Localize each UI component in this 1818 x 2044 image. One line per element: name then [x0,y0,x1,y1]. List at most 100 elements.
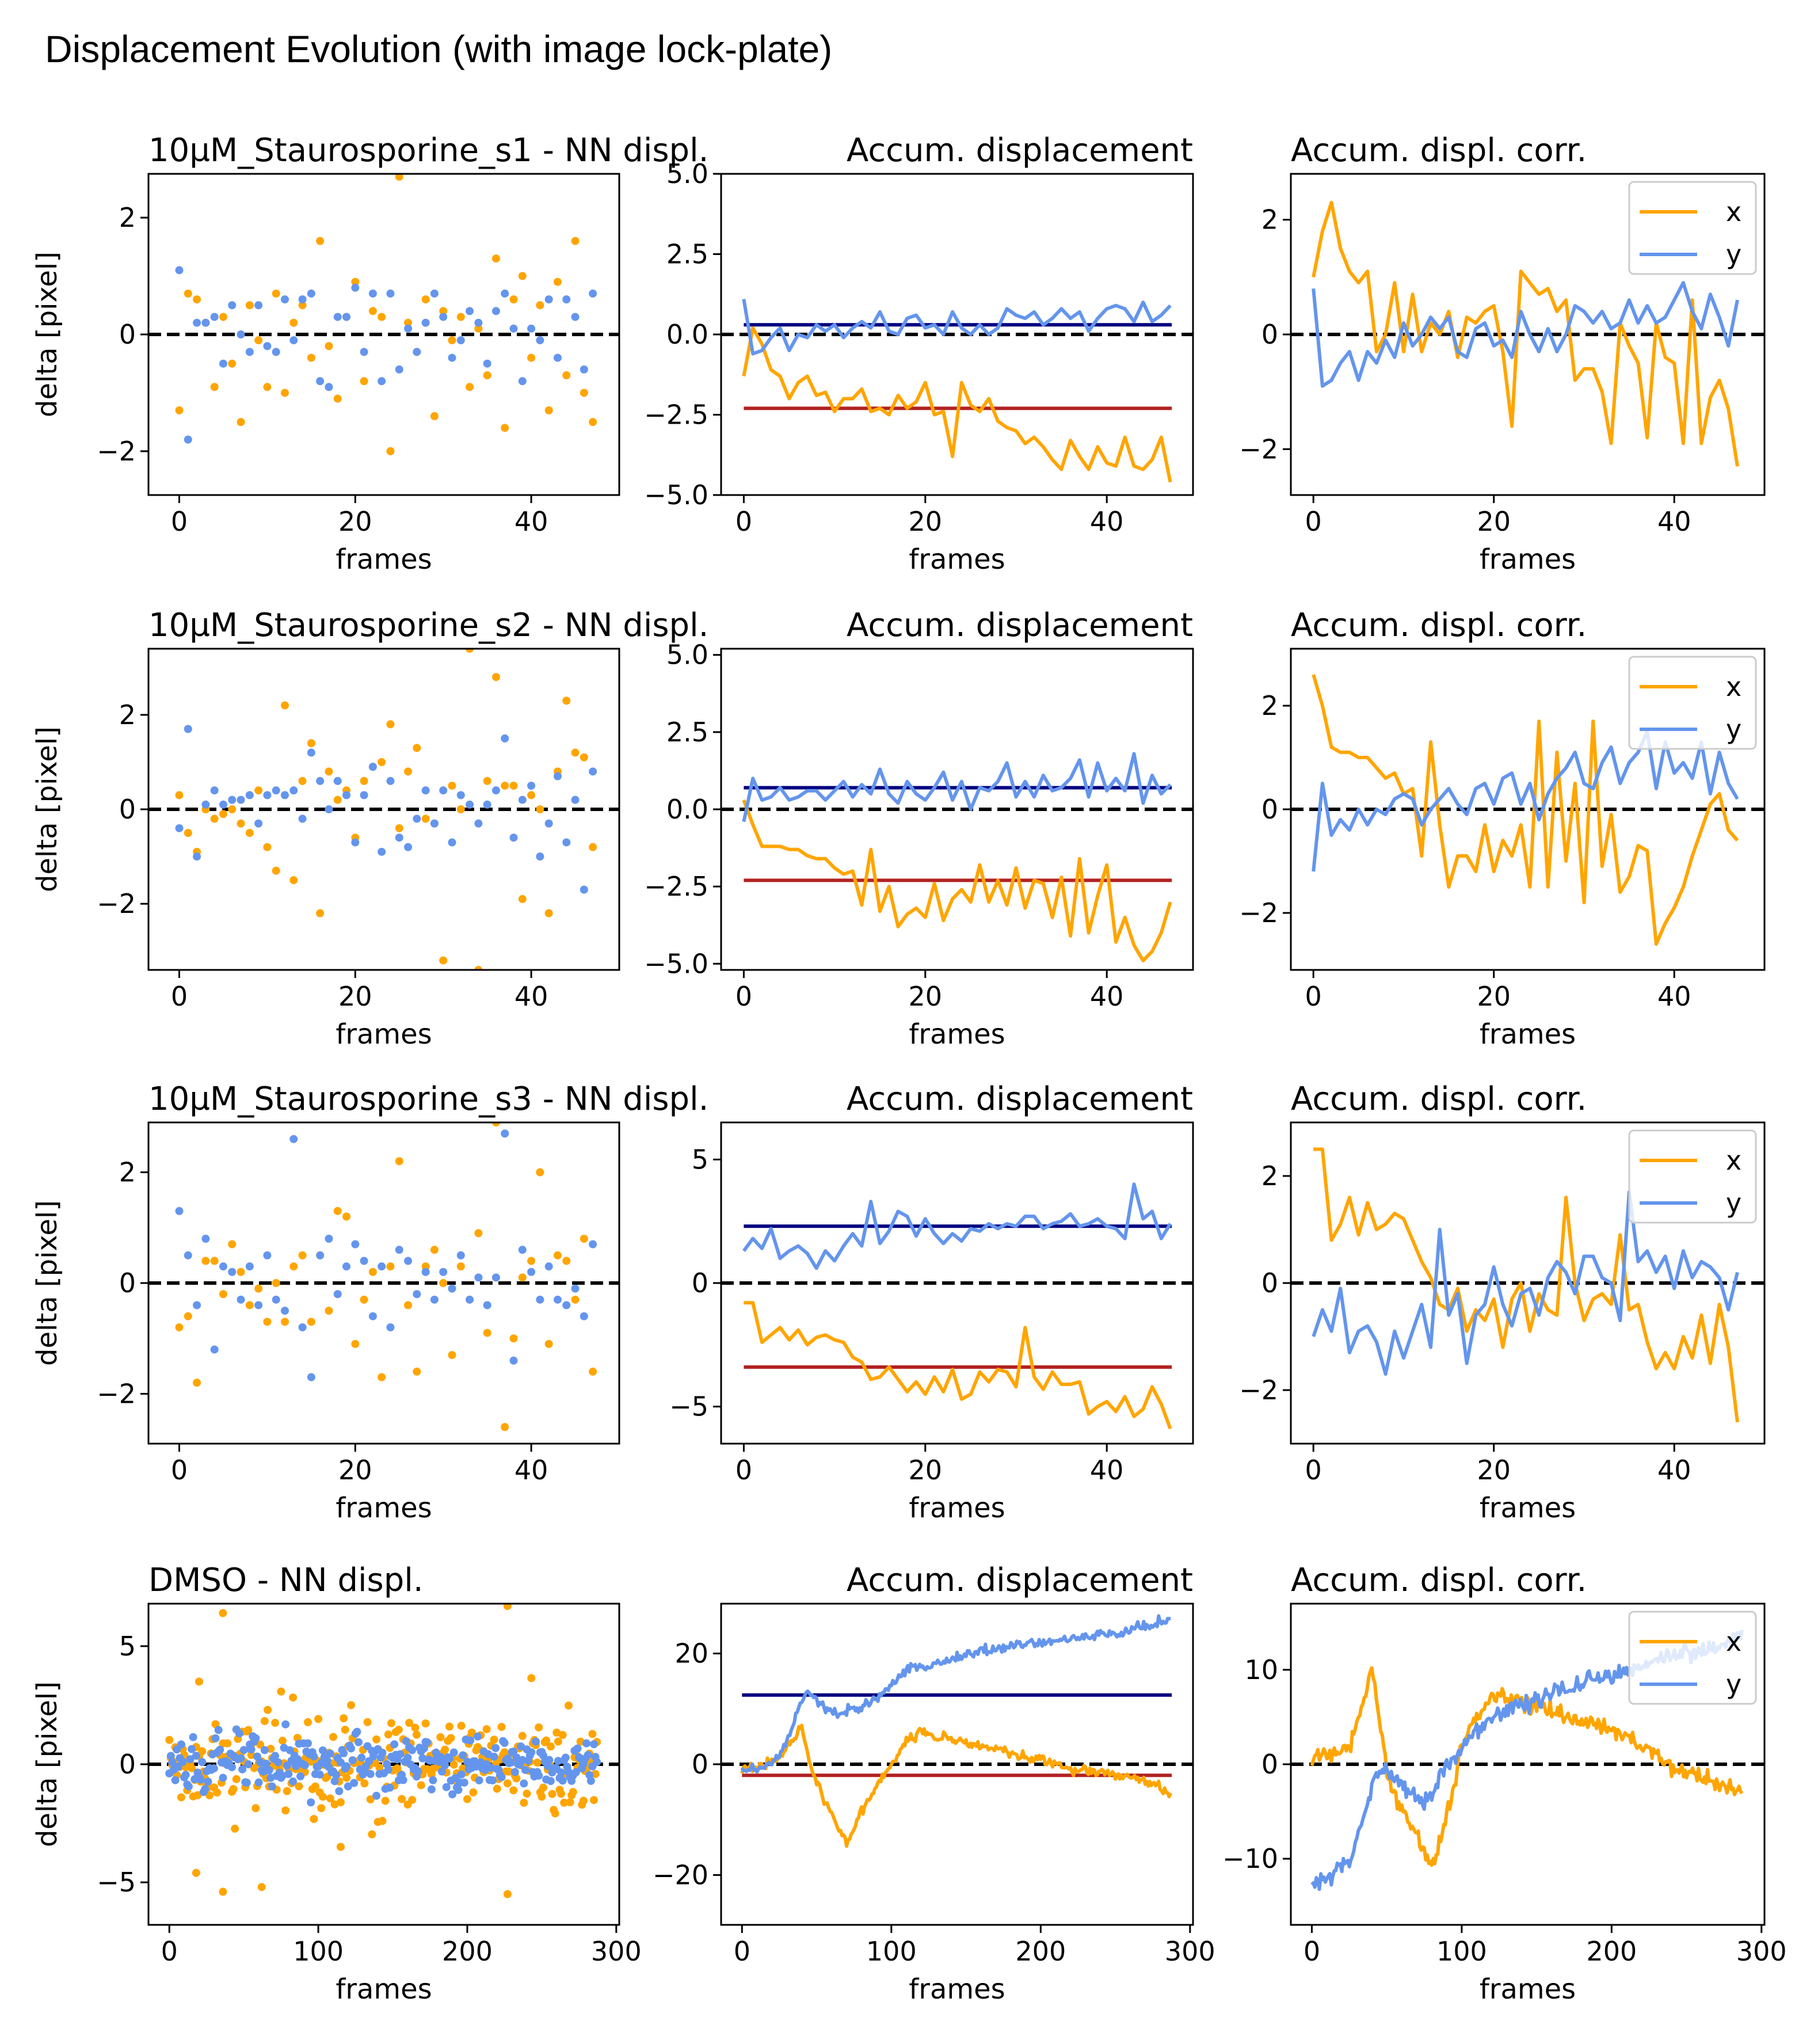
point-x-24 [386,447,395,455]
point-y-26 [404,843,413,851]
point-x-9 [254,1284,263,1293]
point-y-16 [316,777,325,785]
x-tick-label: 20 [909,981,943,1012]
y-tick-label: 2 [1261,1160,1278,1192]
point-y-232 [510,1768,519,1776]
x-tick-label: 0 [171,981,188,1012]
point-x-38 [509,1334,518,1343]
point-y-22 [368,763,377,771]
point-y-47 [589,289,597,298]
point-x-33 [466,649,474,653]
point-x-13 [289,1262,298,1271]
x-tick-label: 0 [171,506,188,537]
x-tick-label: 0 [735,506,752,537]
point-x-97 [310,1815,318,1824]
y-tick-label: 2 [119,202,136,233]
legend-box [1628,1129,1757,1224]
point-x-145 [381,1796,390,1805]
point-y-200 [463,1757,471,1766]
x-axis-label: frames [909,1492,1005,1524]
point-x-213 [482,1725,491,1734]
point-x-294 [336,1843,345,1851]
point-y-41 [536,1295,544,1304]
point-y-237 [518,1756,527,1764]
point-x-22 [368,307,377,315]
point-y-4 [210,1345,219,1354]
point-x-42 [544,909,553,918]
point-x-237 [518,1731,527,1740]
point-y-37 [501,1129,509,1138]
point-y-22 [368,289,377,298]
point-y-48 [237,1754,245,1763]
point-y-32 [456,1251,465,1259]
y-tick-label: −2 [1239,433,1278,465]
point-y-14 [298,1323,307,1331]
point-y-255 [545,1756,554,1764]
point-y-176 [427,1785,436,1794]
point-y-9 [254,1301,263,1310]
legend-box [1628,181,1757,275]
y-tick-label: −2 [1239,897,1278,928]
y-axis-label: delta [pixel] [31,1200,63,1366]
point-y-274 [573,1744,582,1753]
point-x-32 [456,1262,465,1271]
point-x-44 [231,1824,239,1833]
point-y-27 [413,814,421,823]
point-y-60 [254,1778,263,1787]
point-y-273 [571,1768,580,1776]
series-line-x [742,799,1172,962]
point-x-98 [311,1782,319,1791]
point-y-29 [430,1295,439,1304]
y-tick-label: 5.0 [666,158,708,189]
point-x-87 [295,1782,303,1791]
point-y-11 [181,1771,190,1779]
point-x-40 [527,1257,536,1265]
point-y-34 [474,819,483,828]
point-x-32 [456,313,465,321]
point-x-36 [491,673,500,682]
point-x-29 [430,1246,439,1254]
point-y-0 [175,1206,184,1215]
point-y-7 [237,330,245,338]
point-y-31 [448,1284,456,1293]
point-x-45 [571,1295,580,1304]
plot-area [148,1604,619,1898]
point-y-95 [307,1798,315,1807]
legend: xy [1628,1611,1757,1705]
point-y-30 [439,1267,448,1276]
point-y-0 [175,824,184,832]
y-tick-label: 5.0 [666,640,708,671]
x-axis-label: frames [1480,1018,1576,1050]
y-tick-label: 5 [119,1631,136,1662]
x-tick-label: 300 [591,1936,642,1967]
point-y-194 [454,1786,463,1794]
point-x-290 [219,1887,227,1896]
point-y-148 [386,1783,394,1792]
point-x-118 [341,1726,349,1734]
point-x-218 [490,1735,498,1744]
y-tick-label: 2 [1261,690,1278,721]
point-x-8 [245,301,254,310]
point-x-133 [363,1718,372,1726]
series-line-y [1312,1190,1739,1376]
point-y-81 [285,1746,294,1754]
point-y-43 [553,1295,562,1304]
point-y-2 [193,318,201,327]
point-y-112 [332,1771,341,1779]
point-x-2 [193,295,201,304]
point-x-191 [449,1760,458,1769]
figure-title: Displacement Evolution (with image lock-… [45,28,832,70]
point-x-18 [333,394,342,403]
y-tick-label: 10 [1244,1654,1278,1685]
point-x-42 [544,1339,553,1348]
point-x-34 [474,1229,483,1238]
point-y-36 [219,1773,227,1782]
point-y-155 [396,1750,405,1758]
y-tick-label: 2.5 [666,239,708,270]
point-x-4 [210,814,219,823]
plot-area [148,649,619,970]
x-axis-label: frames [909,1018,1005,1050]
point-y-8 [245,348,254,356]
point-y-28 [421,786,430,795]
point-y-15 [307,289,315,298]
